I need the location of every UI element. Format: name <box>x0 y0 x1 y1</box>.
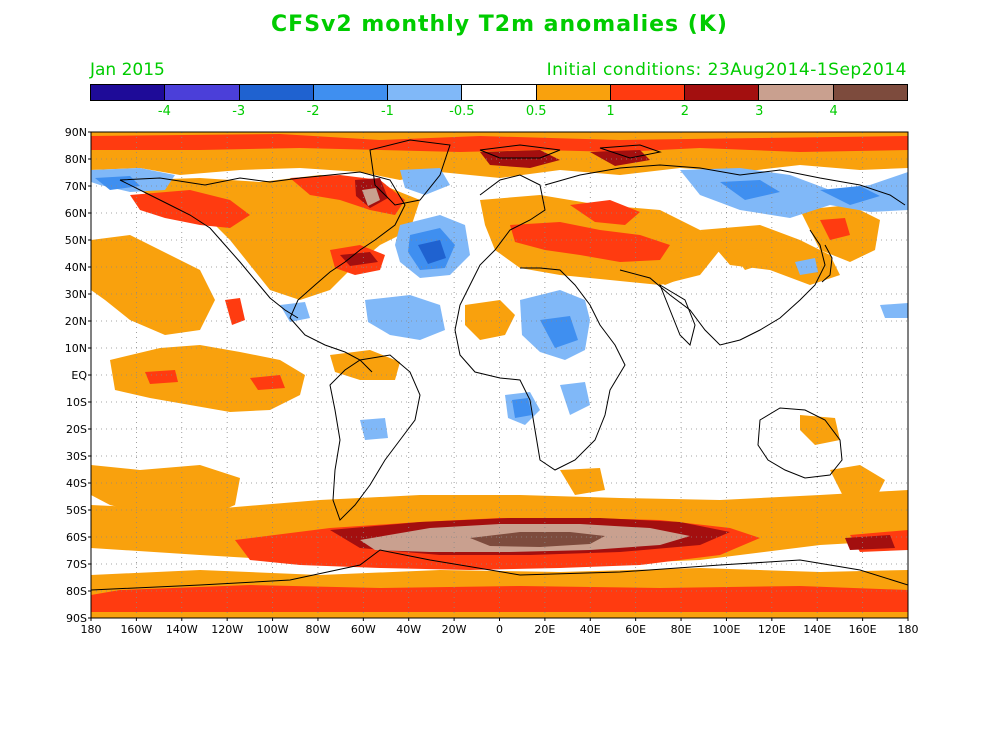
lon-axis: 180 160W 140W 120W 100W 80W 60W 40W 20W 0 20E 40E 60… <box>81 618 919 636</box>
lon-tick-label: 180 <box>898 623 919 636</box>
lon-tick-label: 120W <box>211 623 243 636</box>
legend-swatch <box>388 85 463 100</box>
lat-tick-label: 40S <box>66 477 87 490</box>
lat-tick-label: 10N <box>65 342 87 355</box>
legend-swatch <box>536 85 611 100</box>
lon-tick-label: 160E <box>849 623 877 636</box>
map-plot-area <box>91 132 908 618</box>
lon-tick-label: 40E <box>580 623 601 636</box>
lon-tick-label: 180 <box>81 623 102 636</box>
lat-tick-label: 80N <box>65 153 87 166</box>
legend-label: 3 <box>755 104 764 119</box>
lon-tick-label: 0 <box>496 623 503 636</box>
lon-tick-label: 160W <box>120 623 152 636</box>
map-gridlines <box>91 132 908 618</box>
lat-axis: 90N 80N 70N 60N 50N 40N 30N 20N 10N EQ 10S 20S 30S 40… <box>65 126 91 625</box>
lat-tick-label: 60S <box>66 531 87 544</box>
legend-label: -1 <box>380 104 394 119</box>
lat-tick-label: 90N <box>65 126 87 139</box>
valid-month: Jan 2015 <box>90 60 165 80</box>
lat-tick-label: 50N <box>65 234 87 247</box>
lon-tick-label: 80E <box>671 623 692 636</box>
legend-label: -3 <box>232 104 246 119</box>
lon-tick-label: 20W <box>442 623 467 636</box>
lon-tick-label: 140E <box>803 623 831 636</box>
lat-tick-label: 10S <box>66 396 87 409</box>
legend-label: -2 <box>306 104 320 119</box>
lon-tick-label: 140W <box>166 623 198 636</box>
initial-conditions: Initial conditions: 23Aug2014-1Sep2014 <box>546 60 907 80</box>
lon-tick-label: 120E <box>758 623 786 636</box>
coastlines <box>91 139 908 591</box>
anomaly-midblue-regions <box>418 240 446 264</box>
legend-label: -4 <box>157 104 171 119</box>
legend-swatch <box>91 85 166 100</box>
legend-swatch <box>610 85 686 100</box>
lat-tick-label: 80S <box>66 585 87 598</box>
lat-tick-label: 60N <box>65 207 87 220</box>
lat-tick-label: EQ <box>71 369 87 382</box>
lat-tick-label: 30S <box>66 450 87 463</box>
lon-tick-label: 40W <box>396 623 421 636</box>
lon-tick-label: 80W <box>306 623 331 636</box>
legend-label: 1 <box>606 104 615 119</box>
color-legend <box>90 84 908 101</box>
lon-tick-label: 60E <box>625 623 646 636</box>
lon-tick-label: 100E <box>712 623 740 636</box>
legend-swatch <box>833 85 907 100</box>
lat-tick-label: 20S <box>66 423 87 436</box>
lat-tick-label: 30N <box>65 288 87 301</box>
legend-swatch <box>165 85 240 100</box>
lat-tick-label: 70S <box>66 558 87 571</box>
legend-swatch <box>462 85 537 100</box>
map-title: CFSv2 monthly T2m anomalies (K) <box>271 12 728 37</box>
legend-swatch <box>239 85 314 100</box>
legend-label: -0.5 <box>449 104 475 119</box>
lon-tick-label: 60W <box>351 623 376 636</box>
legend-swatch <box>685 85 760 100</box>
lat-tick-label: 40N <box>65 261 87 274</box>
lon-tick-label: 20E <box>534 623 555 636</box>
lat-tick-label: 90S <box>66 612 87 625</box>
legend-label: 4 <box>829 104 838 119</box>
legend-swatch <box>759 85 834 100</box>
legend-label: 2 <box>680 104 690 119</box>
anomaly-extreme-regions <box>360 188 690 552</box>
legend-swatch <box>313 85 389 100</box>
lon-tick-label: 100W <box>257 623 289 636</box>
lat-tick-label: 70N <box>65 180 87 193</box>
lat-tick-label: 50S <box>66 504 87 517</box>
lat-tick-label: 20N <box>65 315 87 328</box>
legend-label: 0.5 <box>525 104 547 119</box>
